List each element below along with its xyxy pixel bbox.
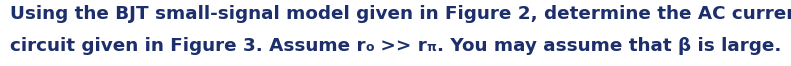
Text: Using the BJT small-signal model given in Figure 2, determine the AC current gai: Using the BJT small-signal model given i… [10,5,791,23]
Text: π: π [427,41,437,54]
Text: . You may assume that β is large.: . You may assume that β is large. [437,37,781,55]
Text: >> r: >> r [374,37,427,55]
Text: o: o [365,41,374,54]
Text: circuit given in Figure 3. Assume r: circuit given in Figure 3. Assume r [10,37,365,55]
